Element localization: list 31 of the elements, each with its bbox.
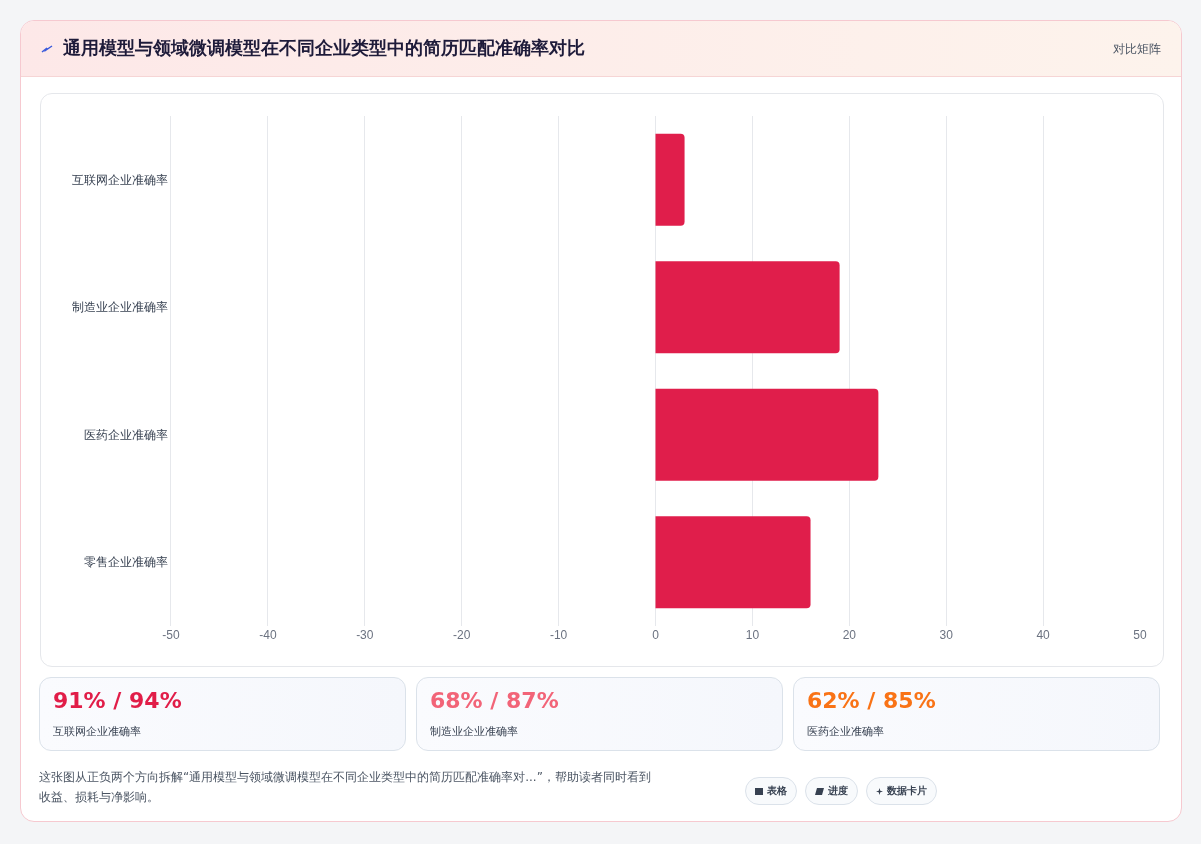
- bar: [655, 133, 685, 226]
- text: 进度: [828, 784, 848, 798]
- text: 62% / 85%: [807, 688, 936, 713]
- y-tick-label: 制造业企业准确率: [71, 300, 168, 315]
- text: 表格: [767, 784, 787, 798]
- text: 互联网企业准确率: [53, 724, 141, 739]
- text: 91% / 94%: [53, 688, 182, 713]
- text: 68% / 87%: [430, 688, 559, 713]
- bar: [655, 516, 811, 609]
- text: 数据卡片: [887, 784, 927, 798]
- x-tick-label: -30: [356, 628, 374, 642]
- x-tick-label: -40: [259, 628, 277, 642]
- x-tick-label: 10: [745, 628, 760, 642]
- bar: [655, 388, 879, 481]
- y-tick-label: 零售企业准确率: [83, 555, 168, 570]
- text: 对比矩阵: [1113, 41, 1161, 58]
- x-tick-label: 0: [652, 628, 660, 642]
- text: 医药企业准确率: [807, 724, 884, 739]
- y-tick-label: 医药企业准确率: [83, 427, 168, 442]
- x-tick-label: 50: [1133, 628, 1147, 642]
- chart-title: 通用模型与领域微调模型在不同企业类型中的简历匹配准确率对比: [63, 36, 585, 60]
- text: 这张图从正负两个方向拆解“通用模型与领域微调模型在不同企业类型中的简历匹配准确率对...”，帮助读者同时看到收益、损耗与净影响。: [39, 769, 652, 806]
- bar: [655, 261, 840, 354]
- x-tick-label: -20: [453, 628, 471, 642]
- x-tick-label: 40: [1036, 628, 1051, 642]
- x-tick-label: 30: [939, 628, 954, 642]
- y-tick-label: 互联网企业准确率: [71, 172, 168, 187]
- x-tick-label: 20: [842, 628, 857, 642]
- x-tick-label: -50: [162, 628, 180, 642]
- x-tick-label: -10: [549, 628, 568, 642]
- text: 制造业企业准确率: [430, 724, 518, 739]
